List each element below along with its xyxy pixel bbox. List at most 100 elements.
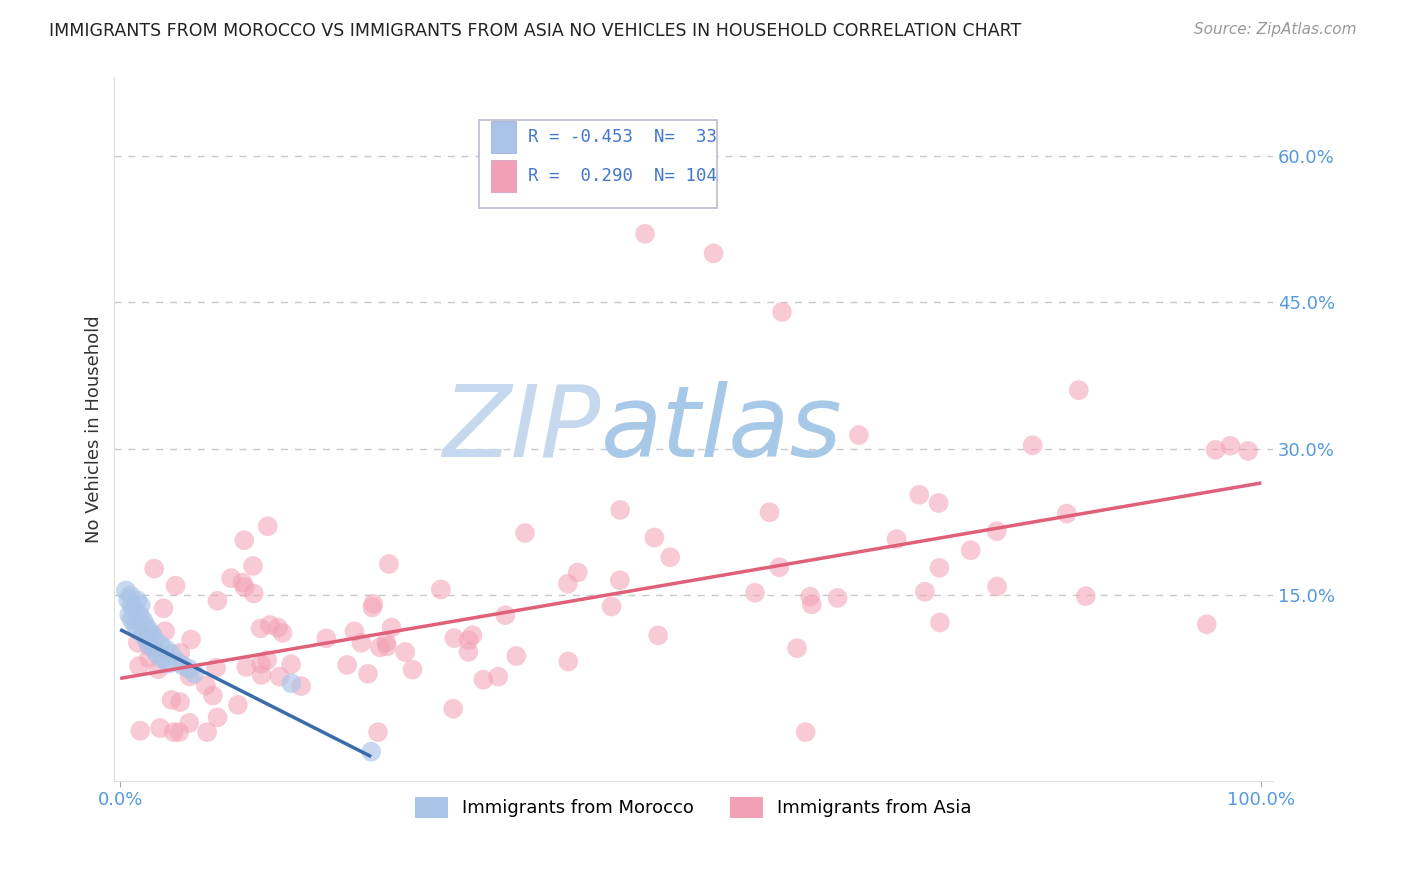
Point bbox=[128, 607, 150, 622]
Point bbox=[959, 543, 981, 558]
Point bbox=[195, 725, 218, 739]
Point bbox=[152, 601, 174, 615]
Text: R =  0.290  N= 104: R = 0.290 N= 104 bbox=[527, 167, 717, 185]
Point bbox=[800, 598, 823, 612]
Y-axis label: No Vehicles in Household: No Vehicles in Household bbox=[86, 316, 103, 543]
Point bbox=[205, 661, 228, 675]
Text: Source: ZipAtlas.com: Source: ZipAtlas.com bbox=[1194, 22, 1357, 37]
Point bbox=[132, 627, 155, 641]
Point bbox=[472, 673, 495, 687]
Text: ZIP: ZIP bbox=[443, 381, 600, 478]
Point bbox=[457, 645, 479, 659]
Point bbox=[367, 725, 389, 739]
Point bbox=[886, 532, 908, 546]
Point bbox=[567, 566, 589, 580]
Point bbox=[124, 617, 146, 632]
Point bbox=[135, 632, 157, 647]
Point bbox=[153, 624, 176, 639]
Point bbox=[132, 613, 155, 627]
Point bbox=[368, 640, 391, 655]
Text: IMMIGRANTS FROM MOROCCO VS IMMIGRANTS FROM ASIA NO VEHICLES IN HOUSEHOLD CORRELA: IMMIGRANTS FROM MOROCCO VS IMMIGRANTS FR… bbox=[49, 22, 1022, 40]
Point bbox=[242, 586, 264, 600]
Point bbox=[848, 428, 870, 442]
Point bbox=[986, 580, 1008, 594]
Point bbox=[143, 632, 166, 647]
Point bbox=[1021, 438, 1043, 452]
Point bbox=[659, 550, 682, 565]
Point bbox=[1067, 383, 1090, 397]
Point bbox=[145, 647, 167, 661]
Point bbox=[928, 615, 950, 630]
Point bbox=[744, 585, 766, 599]
Point bbox=[343, 624, 366, 639]
Point bbox=[122, 603, 145, 617]
Point bbox=[148, 662, 170, 676]
Point bbox=[157, 657, 180, 671]
Point bbox=[183, 666, 205, 681]
Point bbox=[121, 613, 143, 627]
Point bbox=[647, 628, 669, 642]
Point bbox=[117, 593, 139, 607]
Point bbox=[233, 533, 256, 548]
Point bbox=[758, 505, 780, 519]
Point bbox=[1074, 589, 1097, 603]
Point bbox=[121, 598, 143, 612]
Point bbox=[138, 640, 160, 654]
Point bbox=[177, 662, 200, 676]
Point bbox=[231, 575, 253, 590]
Point bbox=[256, 519, 278, 533]
Point bbox=[143, 561, 166, 575]
Point bbox=[827, 591, 849, 605]
Point bbox=[271, 626, 294, 640]
Point bbox=[163, 725, 186, 739]
Point bbox=[114, 583, 136, 598]
Point bbox=[986, 524, 1008, 538]
Point bbox=[336, 657, 359, 672]
Point bbox=[505, 648, 527, 663]
Point bbox=[494, 608, 516, 623]
Point bbox=[461, 628, 484, 642]
Point bbox=[643, 531, 665, 545]
Point bbox=[360, 745, 382, 759]
Point bbox=[1195, 617, 1218, 632]
Point bbox=[1237, 443, 1260, 458]
Point bbox=[363, 597, 385, 611]
Point bbox=[557, 576, 579, 591]
Point bbox=[928, 561, 950, 575]
Point bbox=[457, 633, 479, 648]
Point bbox=[908, 488, 931, 502]
Point bbox=[357, 666, 380, 681]
Point bbox=[443, 631, 465, 645]
Point bbox=[256, 653, 278, 667]
Point bbox=[149, 721, 172, 735]
Text: R = -0.453  N=  33: R = -0.453 N= 33 bbox=[527, 128, 717, 146]
Point bbox=[160, 693, 183, 707]
Point bbox=[235, 660, 257, 674]
Point bbox=[350, 636, 373, 650]
Point bbox=[179, 715, 201, 730]
Point bbox=[194, 678, 217, 692]
Point bbox=[127, 623, 149, 637]
Point bbox=[143, 642, 166, 657]
Point bbox=[134, 617, 156, 632]
Point bbox=[138, 637, 160, 651]
Point bbox=[609, 574, 631, 588]
Text: atlas: atlas bbox=[600, 381, 842, 478]
Point bbox=[770, 305, 793, 319]
Point bbox=[138, 623, 160, 637]
Point bbox=[375, 635, 398, 649]
Point bbox=[149, 637, 172, 651]
Point bbox=[361, 600, 384, 615]
FancyBboxPatch shape bbox=[479, 120, 717, 208]
Point bbox=[169, 646, 191, 660]
Point bbox=[1219, 439, 1241, 453]
Point bbox=[166, 655, 188, 669]
Point bbox=[600, 599, 623, 614]
Point bbox=[150, 652, 173, 666]
Point bbox=[768, 560, 790, 574]
Point bbox=[207, 594, 229, 608]
Point bbox=[233, 580, 256, 594]
Point bbox=[207, 710, 229, 724]
Bar bbox=[491, 160, 516, 192]
Point bbox=[249, 622, 271, 636]
